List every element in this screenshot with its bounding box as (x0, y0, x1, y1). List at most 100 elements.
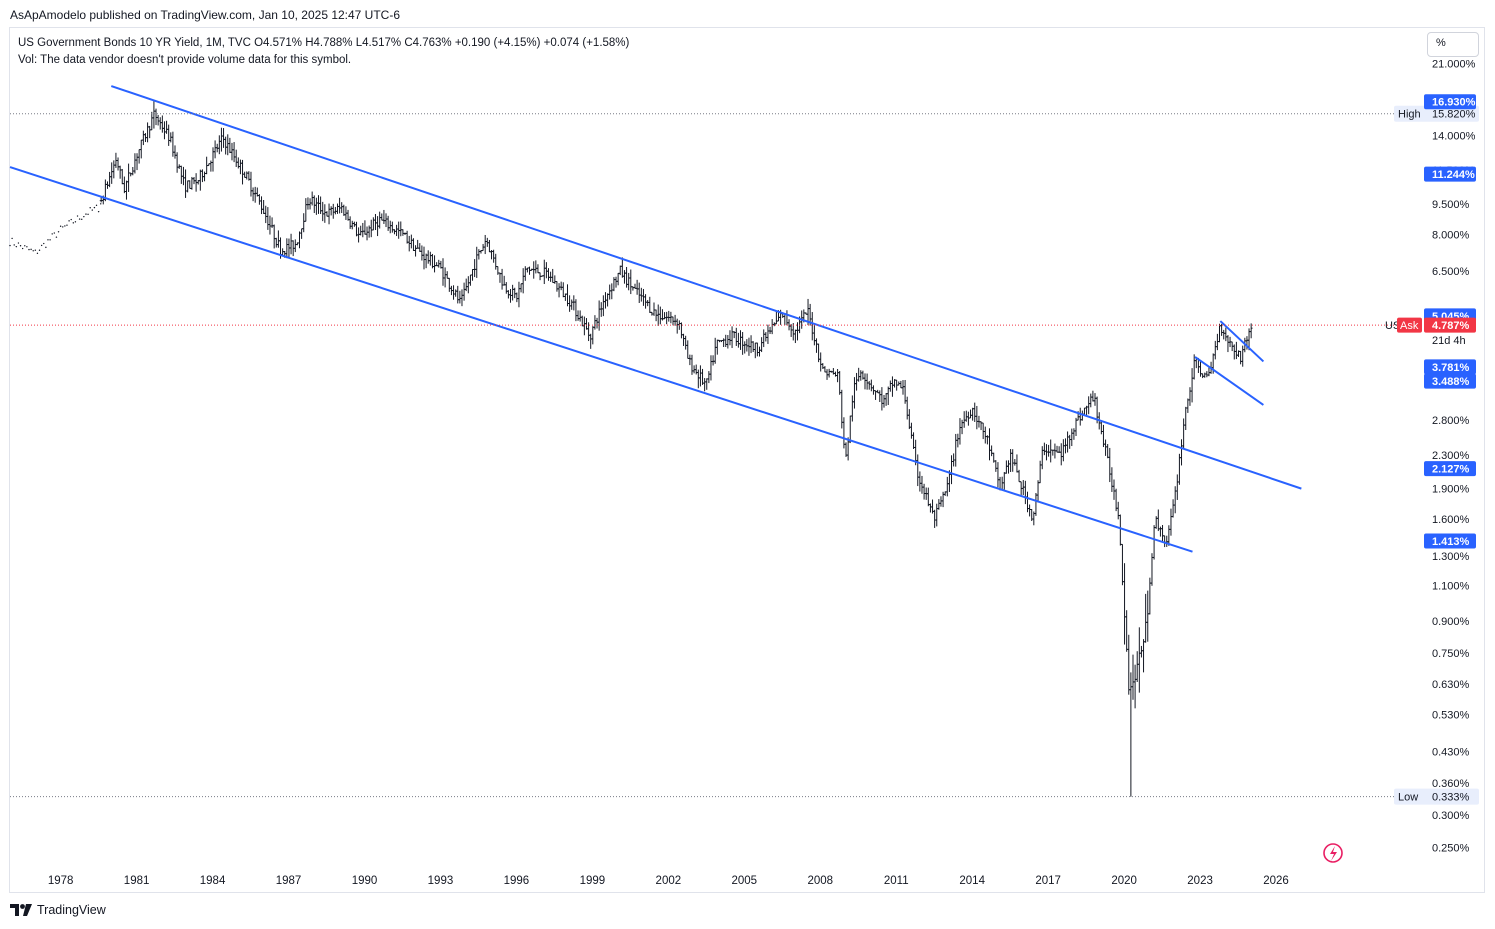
trendline-flag-bottom[interactable] (1194, 356, 1264, 406)
x-tick-label: 2020 (1111, 875, 1137, 887)
legend-volume-note: Vol: The data vendor doesn't provide vol… (18, 54, 352, 66)
y-tick-label: 1.300% (1432, 551, 1470, 563)
trendline-layer[interactable] (9, 85, 1302, 553)
hl-value: 15.820% (1432, 109, 1476, 121)
y-tick-label: 0.530% (1432, 709, 1470, 721)
legend-ohlc-line: US Government Bonds 10 YR Yield, 1M, TVC… (18, 37, 630, 49)
x-tick-label: 2017 (1035, 875, 1061, 887)
x-tick-label: 1996 (504, 875, 530, 887)
x-tick-label: 1978 (48, 875, 74, 887)
y-tick-label: 1.100% (1432, 580, 1470, 592)
price-badge-label: 2.127% (1432, 464, 1470, 476)
y-tick-label: 0.630% (1432, 679, 1470, 691)
symbol-legend[interactable]: US Government Bonds 10 YR Yield, 1M, TVC… (18, 35, 629, 69)
x-tick-label: 1981 (124, 875, 150, 887)
time-axis[interactable]: 1978 1981 1984 1987 1990 1993 1996 1999 2002 2005… (48, 875, 1289, 887)
y-tick-label: 21.000% (1432, 59, 1476, 71)
y-tick-label: 14.000% (1432, 130, 1476, 142)
x-tick-label: 1993 (428, 875, 454, 887)
early-dot (95, 204, 98, 207)
early-dot (53, 232, 56, 234)
price-badge (1424, 461, 1476, 477)
price-badge (1424, 373, 1476, 389)
early-dot (89, 207, 91, 209)
ask-label: Ask (1400, 320, 1419, 332)
early-dot (66, 224, 68, 226)
price-badge-label: 11.244% (1432, 169, 1475, 181)
y-tick-label: 0.430% (1432, 746, 1470, 758)
x-tick-label: 2002 (656, 875, 682, 887)
y-tick-label: 8.000% (1432, 229, 1470, 241)
y-tick-label: 6.500% (1432, 266, 1470, 278)
y-tick-label: 0.300% (1432, 810, 1470, 822)
early-dot (13, 244, 15, 246)
x-tick-label: 1984 (200, 875, 226, 887)
early-dot (76, 215, 79, 217)
trendline-upper-channel[interactable] (110, 85, 1302, 490)
ask-symbol: US (1385, 320, 1400, 332)
early-dot (64, 225, 66, 227)
y-tick-label: 2.800% (1432, 415, 1470, 427)
early-dot (15, 245, 18, 248)
x-tick-label: 2014 (959, 875, 985, 887)
trendline-flag-top[interactable] (1219, 320, 1265, 363)
price-badge (1424, 317, 1476, 333)
early-dot (62, 226, 64, 228)
hl-label: High (1398, 109, 1421, 121)
reference-line-layer: High 15.820% Low 0.333% (10, 105, 1479, 805)
early-dot (34, 249, 37, 251)
price-badge-label: 16.930% (1432, 97, 1476, 109)
x-tick-label: 2023 (1187, 875, 1213, 887)
early-dot (74, 221, 77, 223)
early-dot (87, 213, 89, 216)
x-tick-label: 1990 (352, 875, 378, 887)
early-dot (45, 246, 47, 249)
early-dot (78, 218, 81, 220)
early-dot (68, 220, 70, 222)
early-dot (55, 236, 58, 238)
early-dot (24, 245, 26, 247)
early-dot (83, 215, 85, 218)
tradingview-logo-icon (10, 904, 32, 916)
hl-box (1394, 788, 1479, 805)
x-tick-label: 2008 (807, 875, 833, 887)
early-dot (30, 248, 32, 251)
early-dot (19, 245, 22, 247)
lightning-icon[interactable] (1323, 843, 1343, 863)
y-tick-label: 9.500% (1432, 199, 1470, 211)
trendline-lower-channel[interactable] (9, 166, 1193, 553)
x-tick-label: 1999 (580, 875, 606, 887)
early-dot (49, 239, 51, 241)
y-tick-label: 0.360% (1432, 778, 1470, 790)
x-tick-label: 2026 (1263, 875, 1289, 887)
publisher-caption: AsApAmodelo published on TradingView.com… (10, 8, 401, 22)
early-dot (91, 209, 93, 211)
y-tick-label: 0.250% (1432, 842, 1470, 854)
early-dot (36, 252, 39, 255)
chart-frame (9, 27, 1485, 893)
y-tick-label: 2.300% (1432, 450, 1470, 462)
early-dot (97, 210, 100, 213)
early-dot (47, 239, 49, 241)
early-dot (72, 222, 75, 224)
early-dot (57, 231, 60, 233)
y-tick-label: 1.600% (1432, 514, 1470, 526)
early-dot (81, 218, 83, 221)
early-dot (59, 225, 62, 227)
early-dot (85, 213, 87, 215)
percent-scale-button[interactable]: % (1427, 32, 1479, 57)
y-tick-label: 0.900% (1432, 616, 1470, 628)
hl-label: Low (1398, 792, 1418, 804)
y-tick-label: 1.900% (1432, 484, 1470, 496)
early-dot (11, 237, 13, 240)
early-dot (21, 247, 24, 250)
early-dot (9, 244, 11, 247)
price-badge (1424, 94, 1476, 110)
footer-brand[interactable]: TradingView (10, 903, 106, 917)
price-badge-label: 1.413% (1432, 536, 1470, 548)
early-dot (26, 246, 28, 248)
early-dot (43, 242, 45, 245)
countdown-label: 21d 4h (1432, 335, 1466, 347)
footer-brand-label: TradingView (37, 903, 106, 917)
